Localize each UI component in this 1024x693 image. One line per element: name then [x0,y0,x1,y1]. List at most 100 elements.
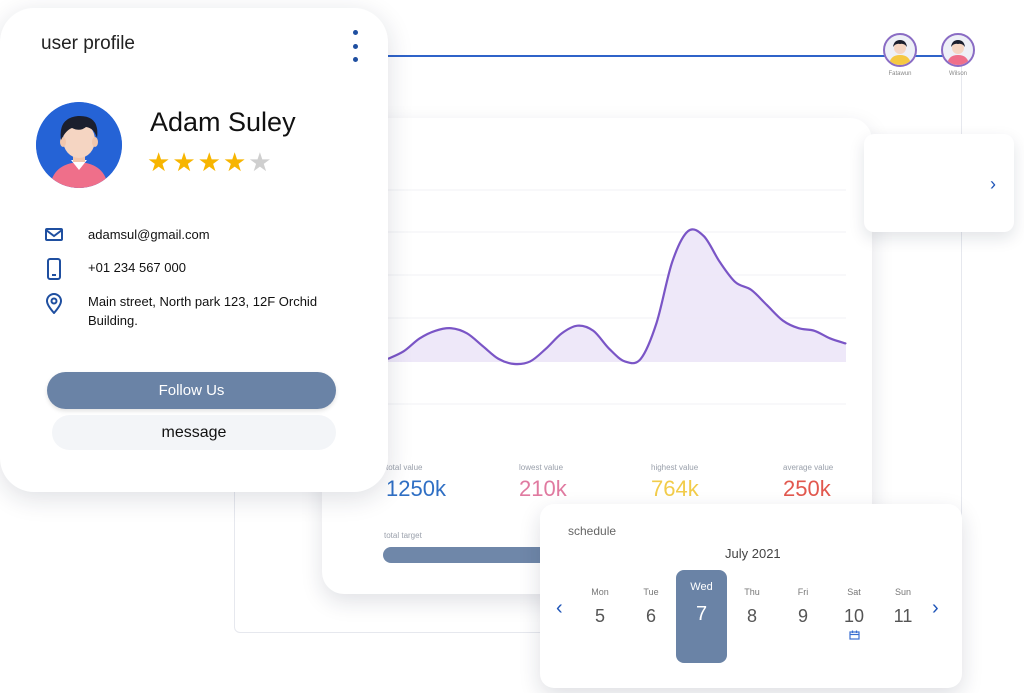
phone-row: +01 234 567 000 [44,258,338,280]
chart-point [829,337,831,340]
user-avatar-icon [36,102,122,188]
stat-label: total value [386,463,423,472]
day-name: Mon [591,587,609,597]
calendar-day[interactable]: Tue 6 [629,587,673,627]
chart-point [529,360,531,363]
day-name: Sat [847,587,861,597]
user-name: Adam Suley [150,107,296,137]
chart-point [782,319,784,322]
stat-label: lowest value [519,463,564,472]
chart-point [766,304,768,306]
stat-average: average value 250k [783,463,833,502]
chart-point [434,330,436,332]
chevron-right-icon[interactable]: › [932,597,939,619]
day-number: 9 [797,606,808,626]
stat-value: 764k [651,476,699,501]
chart-point [592,330,594,332]
person-avatar-icon [947,40,969,65]
chart-point [403,350,405,352]
rating-stars: ★★★★★ [147,147,274,178]
stat-label: average value [783,463,834,472]
day-number: 5 [594,606,605,626]
day-number: 6 [645,606,656,626]
day-name: Sun [894,587,911,597]
chart-point [640,358,642,360]
chevron-right-icon[interactable]: › [990,174,996,194]
star-filled-icon: ★ [197,147,223,177]
chart-point [418,337,421,340]
calendar-day[interactable]: Sat 10 [832,587,876,643]
chart-point [798,327,800,329]
phone-text: +01 234 567 000 [88,260,186,275]
chart-point [576,325,579,327]
chart-point [845,342,847,345]
person-item[interactable]: Fatawun [880,33,920,77]
star-filled-icon: ★ [222,147,249,177]
chart-point [561,332,563,334]
chart-point [624,360,626,363]
message-button[interactable]: message [52,415,336,450]
email-text: adamsul@gmail.com [88,227,210,242]
email-row: adamsul@gmail.com [44,225,338,247]
chevron-left-icon[interactable]: ‹ [556,597,563,619]
phone-icon [47,258,61,280]
address-row: Main street, North park 123, 12F Orchid … [44,292,338,330]
month-label: July 2021 [725,546,781,561]
calendar-day-selected[interactable]: Wed 7 [676,570,727,663]
star-empty-icon: ★ [248,147,274,177]
chart-point [497,358,500,360]
chart-point [750,289,752,291]
day-number: 10 [843,606,865,626]
schedule-card [540,504,962,688]
chart-point [703,235,705,237]
chart-point [655,322,658,324]
stat-value: 210k [519,476,567,501]
chart-area [388,229,846,365]
chart-point [687,230,689,232]
kebab-menu-icon[interactable] [346,30,364,62]
person-name: Wilson [948,71,967,77]
day-number: 11 [893,606,913,626]
target-label: total target [384,531,422,540]
stat-total: total value 1250k [386,463,446,502]
stat-value: 1250k [386,476,446,501]
chart-point [608,348,610,350]
star-filled-icon: ★ [172,147,198,177]
address-text: Main street, North park 123, 12F Orchid … [88,294,318,328]
person-avatar-icon [889,40,911,65]
follow-button[interactable]: Follow Us [47,372,336,409]
calendar-day[interactable]: Fri 9 [781,587,825,627]
person-item[interactable]: Wilson [938,33,978,77]
avatar [883,33,917,67]
chart-line-series [387,228,847,366]
stat-highest: highest value 764k [651,463,699,502]
person-name: Fatawun [888,71,912,77]
day-name: Thu [744,587,760,597]
avatar [941,33,975,67]
chart-point [482,345,484,347]
calendar-day[interactable]: Mon 5 [578,587,622,627]
chart-point [545,348,547,350]
location-pin-icon [45,293,63,314]
chart-point [734,281,737,283]
profile-card [0,8,388,492]
day-name: Fri [797,587,809,597]
chart-point [466,332,468,334]
stat-label: highest value [651,463,699,472]
target-progress-bar [383,547,583,563]
chart-point [813,330,816,332]
schedule-title: schedule [568,524,617,538]
calendar-day[interactable]: Thu 8 [730,587,774,627]
day-name: Wed [690,581,713,593]
stat-lowest: lowest value 210k [519,463,567,502]
chart-point [671,261,673,263]
people-card [864,134,1014,232]
chart-point [719,261,721,263]
day-number: 8 [746,606,757,626]
avatar [36,102,122,188]
card-title: user profile [41,33,135,54]
calendar-icon [832,630,876,643]
calendar-day[interactable]: Sun 11 [881,587,925,627]
day-number: 7 [695,603,708,625]
